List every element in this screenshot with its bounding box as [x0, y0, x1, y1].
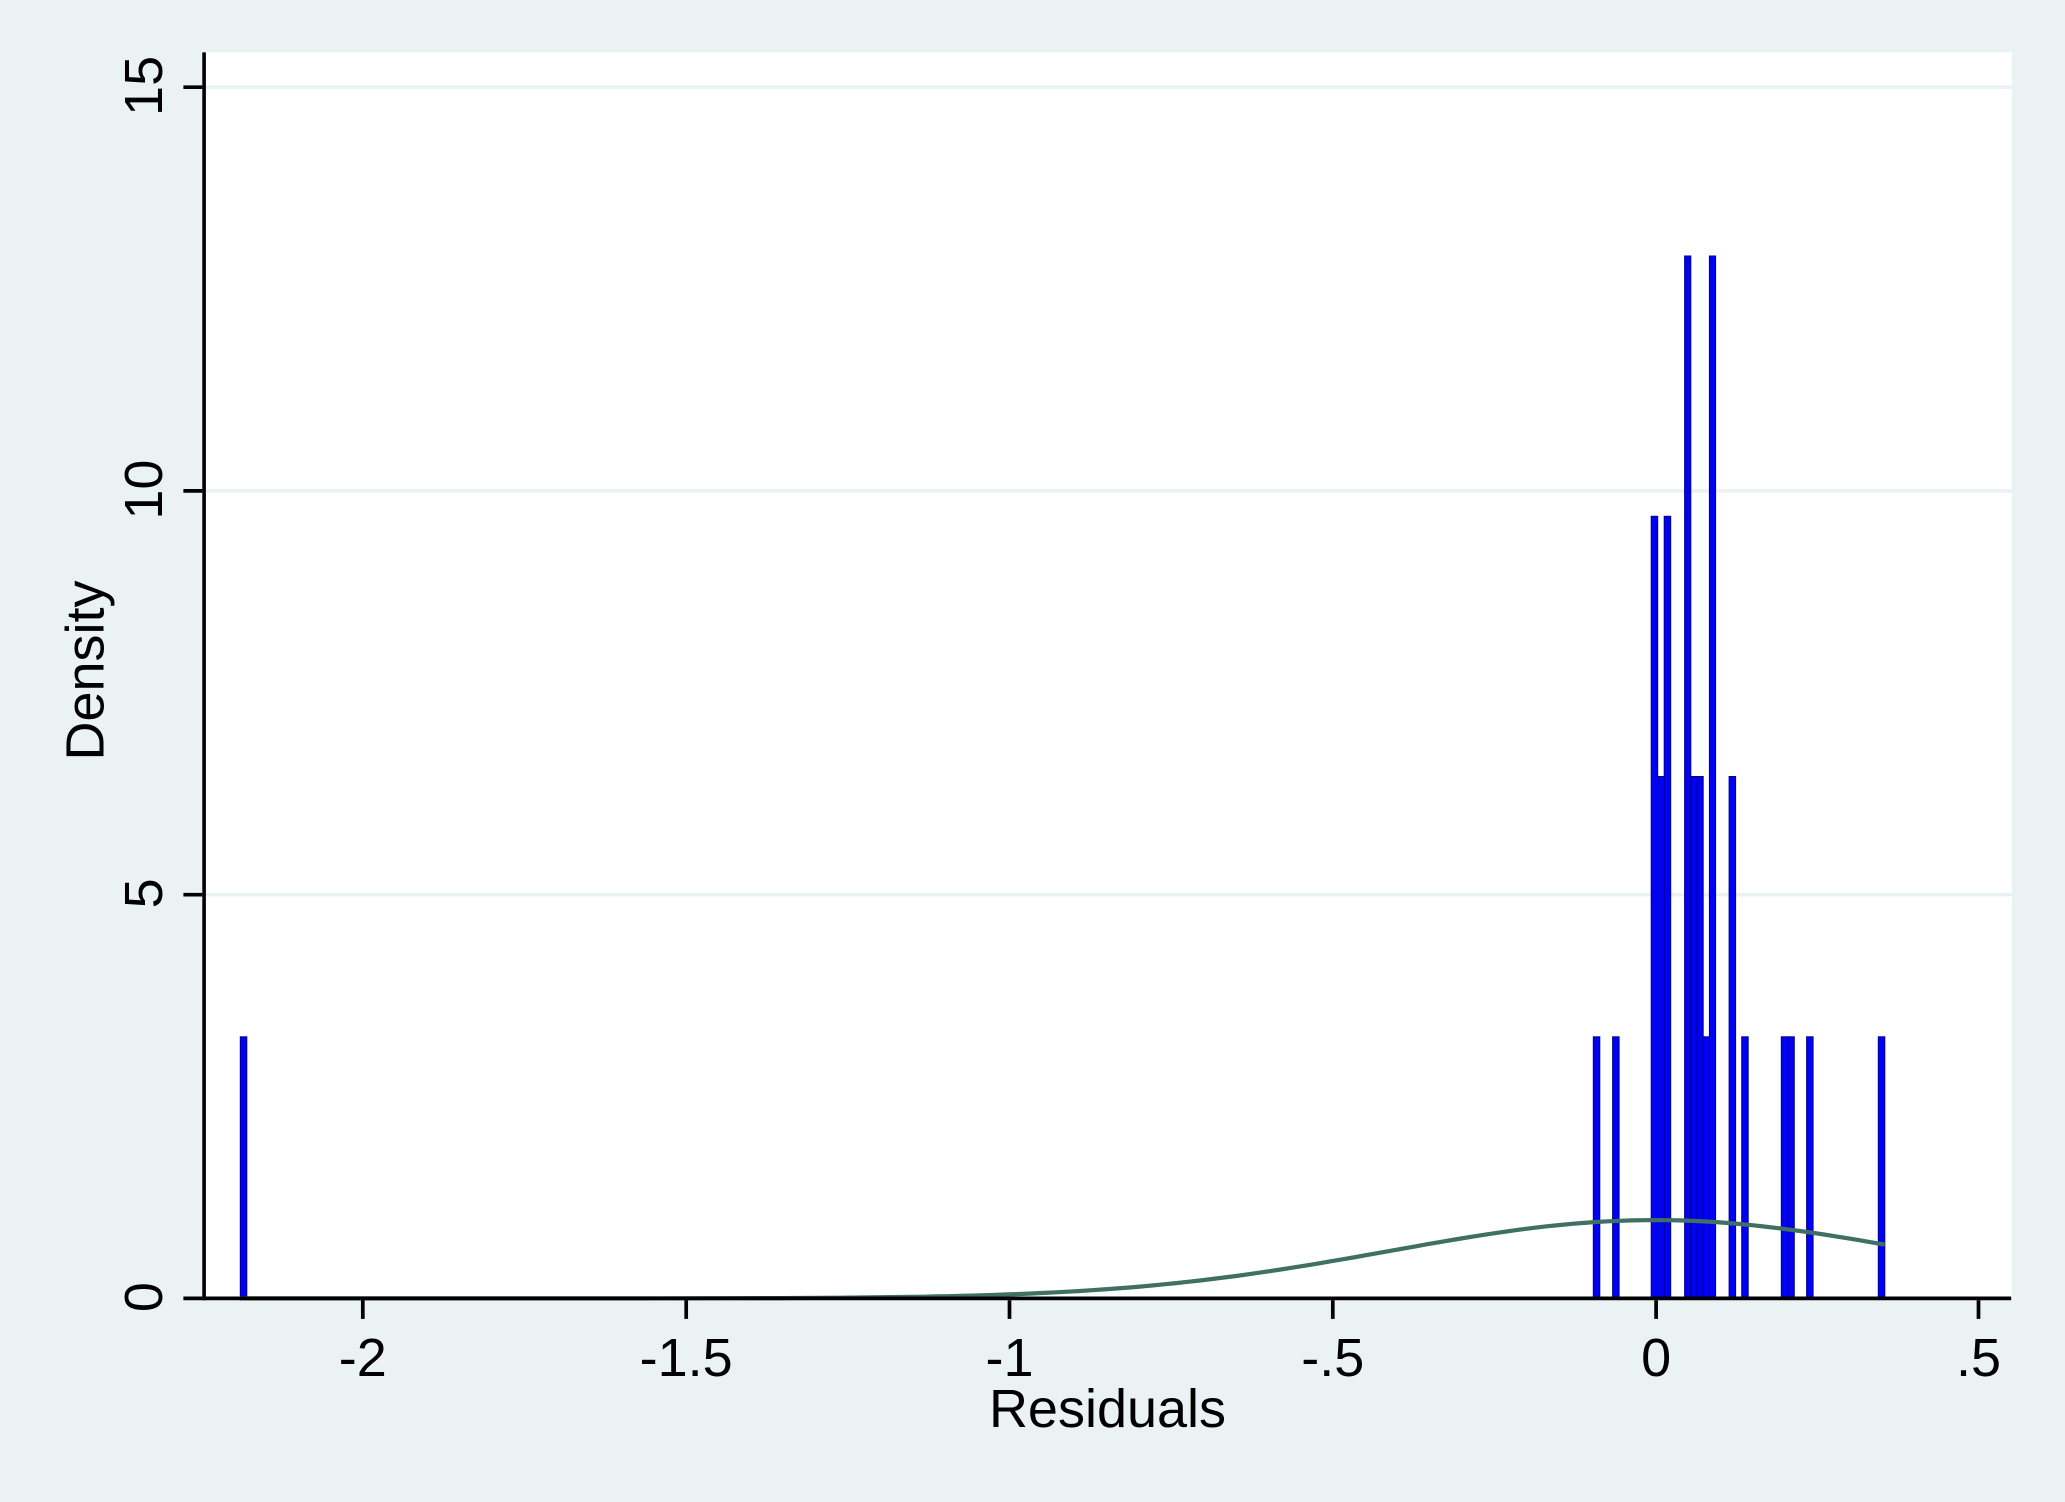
svg-text:.5: .5 — [1956, 1328, 2001, 1388]
svg-text:10: 10 — [114, 460, 174, 520]
svg-text:-1.5: -1.5 — [640, 1328, 733, 1388]
svg-text:-.5: -.5 — [1301, 1328, 1364, 1388]
svg-text:Residuals: Residuals — [989, 1379, 1226, 1439]
svg-text:0: 0 — [1641, 1328, 1671, 1388]
svg-text:-2: -2 — [339, 1328, 387, 1388]
svg-text:15: 15 — [114, 56, 174, 116]
svg-text:Density: Density — [56, 580, 116, 760]
svg-text:0: 0 — [114, 1282, 174, 1312]
svg-text:-1: -1 — [985, 1328, 1033, 1388]
svg-text:5: 5 — [114, 878, 174, 908]
